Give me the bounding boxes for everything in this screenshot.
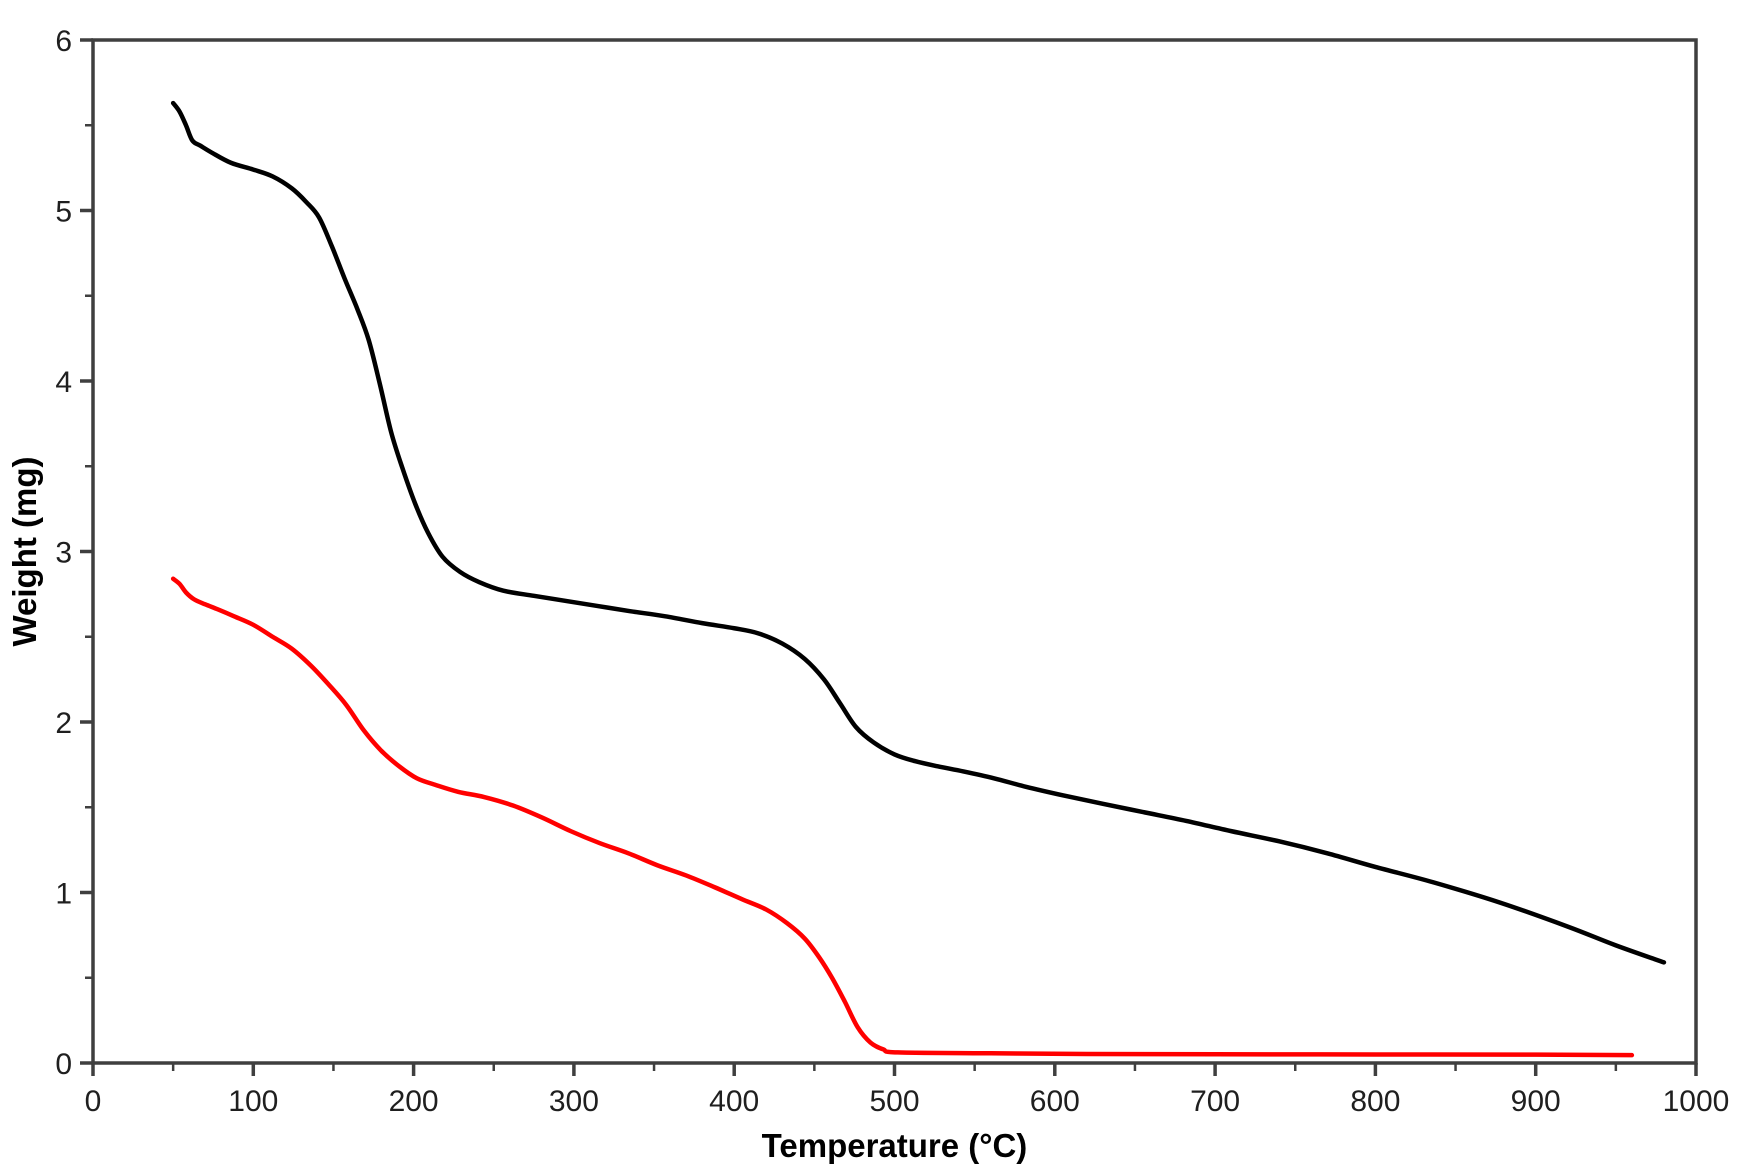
y-axis-title: Weight (mg) [6,456,43,646]
x-tick-label-600: 600 [1030,1085,1080,1118]
black-curve [170,100,1667,965]
y-tick-label-0: 0 [55,1048,72,1081]
x-tick-label-700: 700 [1190,1085,1240,1118]
y-tick-label-1: 1 [55,877,72,910]
y-tick-label-2: 2 [55,707,72,740]
x-axis-title: Temperature (°C) [762,1127,1028,1164]
axes: 0 100 200 300 400 500 600 700 800 900 1000 0 1 2 3 4 5 6 [55,25,1729,1118]
plot-border [91,38,1698,1065]
series-curves [170,100,1667,1058]
red-curve [170,576,1635,1058]
axis-labels: Temperature (°C) Weight (mg) [6,456,1027,1164]
x-tick-label-200: 200 [389,1085,439,1118]
x-tick-label-400: 400 [709,1085,759,1118]
x-tick-label-300: 300 [549,1085,599,1118]
x-tick-label-800: 800 [1350,1085,1400,1118]
x-tick-label-0: 0 [85,1085,102,1118]
y-tick-label-6: 6 [55,25,72,58]
x-tick-label-500: 500 [869,1085,919,1118]
x-tick-label-100: 100 [228,1085,278,1118]
y-tick-label-4: 4 [55,366,72,399]
x-tick-label-1000: 1000 [1663,1085,1730,1118]
x-tick-label-900: 900 [1511,1085,1561,1118]
y-tick-label-3: 3 [55,536,72,569]
y-tick-label-5: 5 [55,195,72,228]
